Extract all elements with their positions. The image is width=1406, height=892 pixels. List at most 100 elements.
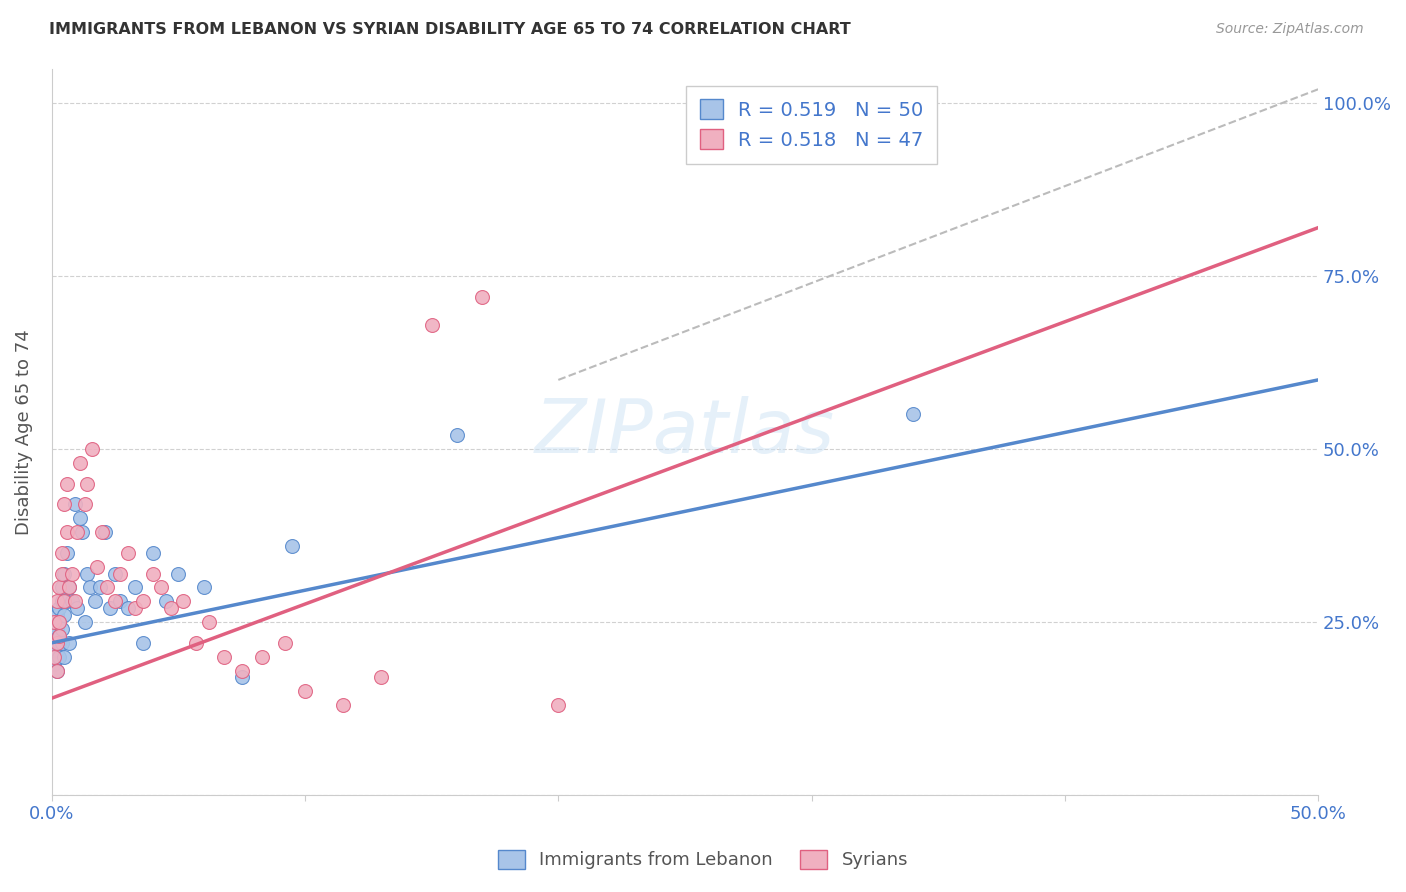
Point xyxy=(58,581,80,595)
Point xyxy=(44,657,66,671)
Point xyxy=(60,594,83,608)
Point xyxy=(104,594,127,608)
Point xyxy=(332,698,354,712)
Point xyxy=(294,684,316,698)
Point xyxy=(51,622,73,636)
Point xyxy=(91,525,114,540)
Point xyxy=(53,566,76,581)
Point xyxy=(446,428,468,442)
Text: IMMIGRANTS FROM LEBANON VS SYRIAN DISABILITY AGE 65 TO 74 CORRELATION CHART: IMMIGRANTS FROM LEBANON VS SYRIAN DISABI… xyxy=(49,22,851,37)
Point xyxy=(69,456,91,470)
Text: ZIPatlas: ZIPatlas xyxy=(534,396,835,467)
Point xyxy=(48,615,70,629)
Point xyxy=(124,581,146,595)
Point xyxy=(45,622,67,636)
Point xyxy=(44,615,66,629)
Point xyxy=(83,594,105,608)
Point xyxy=(117,601,139,615)
Point xyxy=(51,546,73,560)
Point xyxy=(142,546,165,560)
Point xyxy=(172,594,194,608)
Point xyxy=(193,581,215,595)
Point xyxy=(48,629,70,643)
Point xyxy=(51,636,73,650)
Point xyxy=(66,601,89,615)
Legend: Immigrants from Lebanon, Syrians: Immigrants from Lebanon, Syrians xyxy=(489,841,917,879)
Point xyxy=(117,546,139,560)
Point xyxy=(142,566,165,581)
Point xyxy=(45,664,67,678)
Point xyxy=(184,636,207,650)
Point xyxy=(108,566,131,581)
Point xyxy=(53,498,76,512)
Point xyxy=(45,636,67,650)
Point xyxy=(48,629,70,643)
Point xyxy=(44,649,66,664)
Point xyxy=(44,636,66,650)
Point xyxy=(44,649,66,664)
Point xyxy=(53,649,76,664)
Point xyxy=(231,670,253,684)
Point xyxy=(108,594,131,608)
Point xyxy=(155,594,177,608)
Point xyxy=(44,615,66,629)
Point xyxy=(58,581,80,595)
Point xyxy=(124,601,146,615)
Point xyxy=(48,636,70,650)
Point xyxy=(45,594,67,608)
Point xyxy=(45,642,67,657)
Point xyxy=(250,649,273,664)
Point xyxy=(51,566,73,581)
Text: Source: ZipAtlas.com: Source: ZipAtlas.com xyxy=(1216,22,1364,37)
Point xyxy=(51,594,73,608)
Point xyxy=(274,636,297,650)
Point xyxy=(79,581,101,595)
Point xyxy=(73,615,96,629)
Point xyxy=(96,581,118,595)
Point xyxy=(86,559,108,574)
Point xyxy=(51,581,73,595)
Point xyxy=(63,594,86,608)
Point xyxy=(76,476,98,491)
Point xyxy=(60,566,83,581)
Point xyxy=(45,629,67,643)
Point xyxy=(471,290,494,304)
Point xyxy=(76,566,98,581)
Point xyxy=(104,566,127,581)
Point xyxy=(66,525,89,540)
Point xyxy=(58,636,80,650)
Point xyxy=(48,581,70,595)
Y-axis label: Disability Age 65 to 74: Disability Age 65 to 74 xyxy=(15,329,32,534)
Point xyxy=(132,636,155,650)
Point xyxy=(63,498,86,512)
Point xyxy=(69,511,91,525)
Point xyxy=(547,698,569,712)
Point xyxy=(231,664,253,678)
Point xyxy=(56,476,79,491)
Point xyxy=(281,539,304,553)
Point xyxy=(48,601,70,615)
Point xyxy=(48,615,70,629)
Point xyxy=(197,615,219,629)
Point xyxy=(420,318,443,332)
Point xyxy=(56,594,79,608)
Point xyxy=(56,546,79,560)
Point xyxy=(53,608,76,623)
Legend: R = 0.519   N = 50, R = 0.518   N = 47: R = 0.519 N = 50, R = 0.518 N = 47 xyxy=(686,86,938,163)
Point xyxy=(45,608,67,623)
Point xyxy=(82,442,104,456)
Point xyxy=(89,581,111,595)
Point xyxy=(73,498,96,512)
Point xyxy=(132,594,155,608)
Point xyxy=(98,601,121,615)
Point xyxy=(901,408,924,422)
Point xyxy=(56,525,79,540)
Point xyxy=(149,581,172,595)
Point xyxy=(167,566,190,581)
Point xyxy=(53,594,76,608)
Point xyxy=(159,601,181,615)
Point xyxy=(70,525,93,540)
Point xyxy=(94,525,117,540)
Point xyxy=(45,664,67,678)
Point xyxy=(370,670,392,684)
